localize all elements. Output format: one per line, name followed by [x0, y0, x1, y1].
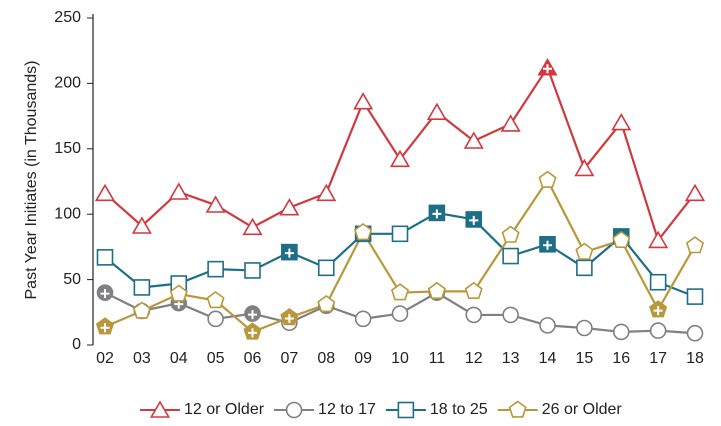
x-tick-label: 13	[502, 350, 520, 367]
legend-label: 18 to 25	[430, 401, 488, 418]
legend-label: 12 to 17	[318, 401, 376, 418]
data-point	[576, 259, 593, 277]
x-tick-label: 17	[649, 350, 667, 367]
x-tick-label: 03	[133, 350, 151, 367]
data-point	[686, 324, 704, 342]
data-point	[316, 183, 337, 202]
y-tick-label: 200	[54, 75, 81, 92]
data-point	[684, 183, 706, 202]
marker-plus	[653, 306, 663, 316]
y-tick-label: 250	[54, 9, 81, 26]
marker-plus	[469, 215, 479, 225]
data-point	[612, 230, 631, 248]
legend-marker	[397, 401, 415, 419]
x-tick-label: 12	[465, 350, 483, 367]
x-tick-label: 18	[686, 350, 704, 367]
marker-plus	[248, 310, 257, 320]
data-point	[317, 295, 336, 313]
data-point	[390, 283, 410, 301]
data-point	[279, 198, 300, 216]
data-point	[427, 281, 446, 300]
data-point	[354, 223, 373, 241]
data-point	[132, 301, 151, 319]
y-tick-label: 100	[54, 205, 81, 222]
x-tick-label: 11	[429, 350, 446, 367]
data-point	[465, 306, 483, 324]
y-tick-label: 0	[72, 336, 81, 353]
data-point	[574, 158, 595, 177]
legend-marker	[508, 400, 527, 418]
marker-plus	[248, 328, 257, 338]
data-point	[648, 230, 669, 249]
data-point	[502, 247, 519, 265]
data-point	[94, 183, 116, 202]
data-point	[502, 306, 519, 324]
x-tick-label: 10	[391, 350, 409, 367]
legend-marker	[285, 401, 303, 419]
legend-marker	[149, 400, 171, 418]
data-point	[169, 284, 188, 302]
data-point	[96, 249, 114, 266]
data-point	[206, 291, 225, 309]
data-point	[464, 281, 483, 300]
data-point	[353, 92, 374, 110]
marker-plus	[100, 289, 110, 299]
data-point	[575, 242, 594, 260]
data-point	[685, 236, 705, 254]
data-point	[244, 262, 261, 279]
marker-plus	[284, 248, 294, 258]
data-point	[426, 102, 447, 120]
legend-label: 12 or Older	[184, 401, 265, 418]
data-point	[538, 170, 557, 188]
marker-plus	[284, 314, 294, 324]
data-point	[205, 195, 226, 213]
data-point	[463, 131, 484, 149]
data-point	[391, 225, 409, 243]
x-tick-label: 06	[244, 350, 262, 367]
marker-plus	[543, 64, 552, 74]
data-point	[686, 288, 704, 305]
data-point	[133, 279, 151, 296]
data-point	[649, 322, 667, 339]
data-point	[501, 225, 520, 243]
x-tick-label: 15	[575, 350, 593, 367]
data-point	[131, 216, 152, 234]
y-tick-label: 150	[54, 140, 81, 157]
x-tick-label: 14	[539, 350, 557, 367]
data-point	[391, 305, 409, 322]
data-point	[611, 112, 632, 131]
data-point	[207, 260, 224, 278]
marker-plus	[432, 209, 442, 219]
marker-plus	[100, 323, 110, 333]
data-point	[576, 319, 593, 337]
x-tick-label: 02	[96, 350, 114, 367]
data-point	[612, 323, 630, 341]
data-point	[242, 217, 263, 236]
y-axis-label: Past Year Initiates (in Thousands)	[23, 61, 40, 300]
marker-plus	[543, 240, 552, 250]
x-tick-label: 09	[354, 350, 372, 367]
data-point	[354, 310, 372, 328]
y-tick-label: 50	[63, 271, 81, 288]
x-tick-label: 08	[317, 350, 335, 367]
x-tick-label: 04	[170, 350, 188, 367]
x-tick-label: 16	[612, 350, 630, 367]
data-point	[207, 310, 224, 328]
legend-label: 26 or Older	[542, 401, 623, 418]
x-tick-label: 05	[207, 350, 225, 367]
data-point	[168, 182, 189, 200]
data-point	[649, 273, 667, 291]
data-point	[317, 259, 335, 277]
data-point	[539, 317, 556, 334]
data-point	[500, 114, 521, 132]
data-point	[389, 149, 411, 168]
x-tick-label: 07	[280, 350, 298, 367]
